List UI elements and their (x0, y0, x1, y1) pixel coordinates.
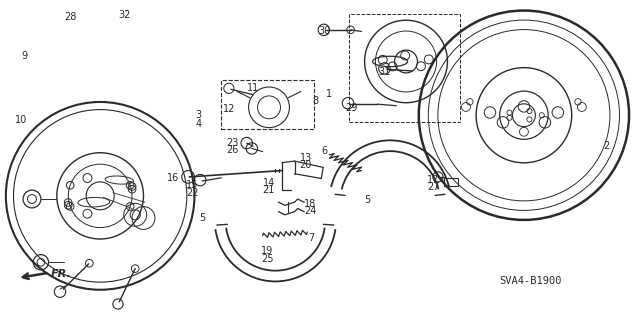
Text: 16: 16 (167, 173, 179, 183)
Text: 20: 20 (300, 160, 312, 170)
Text: 5: 5 (365, 195, 371, 205)
Text: 31: 31 (379, 67, 391, 77)
Text: 4: 4 (196, 119, 202, 129)
Text: 27: 27 (427, 182, 440, 192)
Text: 17: 17 (427, 175, 440, 185)
Text: 21: 21 (262, 185, 275, 196)
Text: 14: 14 (262, 178, 275, 188)
Text: SVA4-B1900: SVA4-B1900 (499, 276, 561, 286)
Bar (349, 14, 460, 122)
Text: 3: 3 (196, 110, 202, 121)
Bar (444, 178, 458, 186)
Text: 24: 24 (304, 206, 316, 216)
Text: 1: 1 (326, 89, 333, 99)
Text: 11: 11 (246, 83, 259, 93)
Text: 28: 28 (64, 11, 76, 21)
Text: 15: 15 (186, 180, 198, 190)
Text: 6: 6 (321, 146, 328, 156)
Text: 7: 7 (308, 233, 315, 243)
Text: 32: 32 (118, 10, 131, 19)
Text: 23: 23 (227, 138, 239, 148)
Text: 12: 12 (223, 104, 236, 114)
Text: 13: 13 (300, 152, 312, 163)
Text: 18: 18 (304, 199, 316, 209)
Text: 2: 2 (604, 141, 610, 151)
Text: 29: 29 (346, 103, 358, 113)
Text: 30: 30 (319, 26, 331, 36)
Text: 22: 22 (186, 188, 198, 198)
Text: 25: 25 (261, 254, 274, 264)
Text: 5: 5 (199, 213, 205, 223)
Text: 19: 19 (261, 247, 274, 256)
Text: 26: 26 (227, 145, 239, 155)
Text: FR.: FR. (51, 269, 72, 279)
Text: 8: 8 (312, 96, 319, 106)
Bar (221, 80, 314, 130)
Text: 10: 10 (15, 115, 28, 125)
Text: 9: 9 (22, 51, 28, 61)
